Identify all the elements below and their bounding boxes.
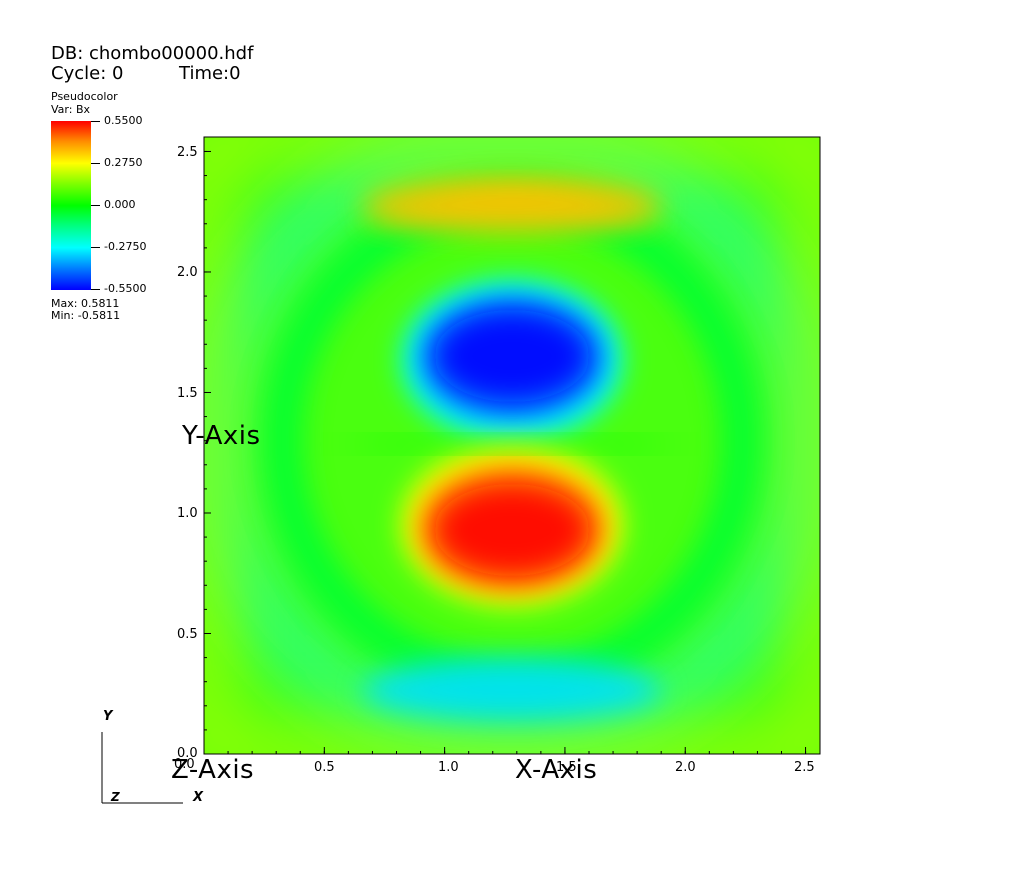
legend-tick-label: 0.000: [104, 198, 136, 211]
x-tick-label: 1.5: [556, 760, 577, 775]
legend-tick-mark: [91, 205, 100, 206]
legend-tick-label: 0.2750: [104, 156, 143, 169]
x-tick-label: 2.0: [675, 760, 696, 775]
axis-triad: [101, 732, 183, 804]
legend-colorbar: [51, 121, 91, 290]
legend-tick-label: -0.5500: [104, 282, 147, 295]
y-tick-label: 0.5: [177, 627, 198, 642]
heatmap-field: [204, 137, 820, 754]
legend-tick-mark: [91, 121, 100, 122]
x-axis-ticks: [203, 747, 807, 754]
z-axis-title: Z-Axis: [171, 755, 255, 785]
trough-region: [434, 310, 590, 402]
legend-tick-mark: [91, 247, 100, 248]
y-tick-label: 0.0: [177, 746, 198, 761]
legend-max-label: Max: 0.5811: [51, 297, 120, 310]
legend-tick-mark: [91, 163, 100, 164]
database-label: DB: chombo00000.hdf: [51, 43, 254, 64]
y-tick-label: 2.5: [177, 145, 198, 160]
bottom-negative-band: [362, 658, 662, 722]
triad-x-label: X: [193, 790, 204, 805]
legend-tick-label: -0.2750: [104, 240, 147, 253]
x-tick-label: 2.5: [794, 760, 815, 775]
time-label: Time:0: [179, 63, 241, 84]
triad-z-label: Z: [111, 790, 120, 804]
x-tick-label: 0.0: [174, 757, 195, 772]
x-tick-label: 1.0: [438, 760, 459, 775]
legend-tick-mark: [91, 289, 100, 290]
x-tick-label: 0.5: [314, 760, 335, 775]
x-axis-title: X-Axis: [515, 755, 598, 785]
y-tick-label: 1.5: [177, 386, 198, 401]
y-axis-title: Y-Axis: [182, 421, 261, 451]
legend-variable: Var: Bx: [51, 103, 90, 116]
legend-tick-label: 0.5500: [104, 114, 143, 127]
y-tick-label: 2.0: [177, 265, 198, 280]
y-axis-ticks: [204, 150, 211, 755]
y-tick-label: 1.0: [177, 506, 198, 521]
peak-region: [434, 484, 590, 576]
cycle-label: Cycle: 0: [51, 63, 124, 84]
legend-min-label: Min: -0.5811: [51, 309, 121, 322]
plot-frame: [203, 136, 821, 755]
triad-y-label: Y: [103, 709, 113, 724]
legend-plot-type: Pseudocolor: [51, 90, 118, 103]
